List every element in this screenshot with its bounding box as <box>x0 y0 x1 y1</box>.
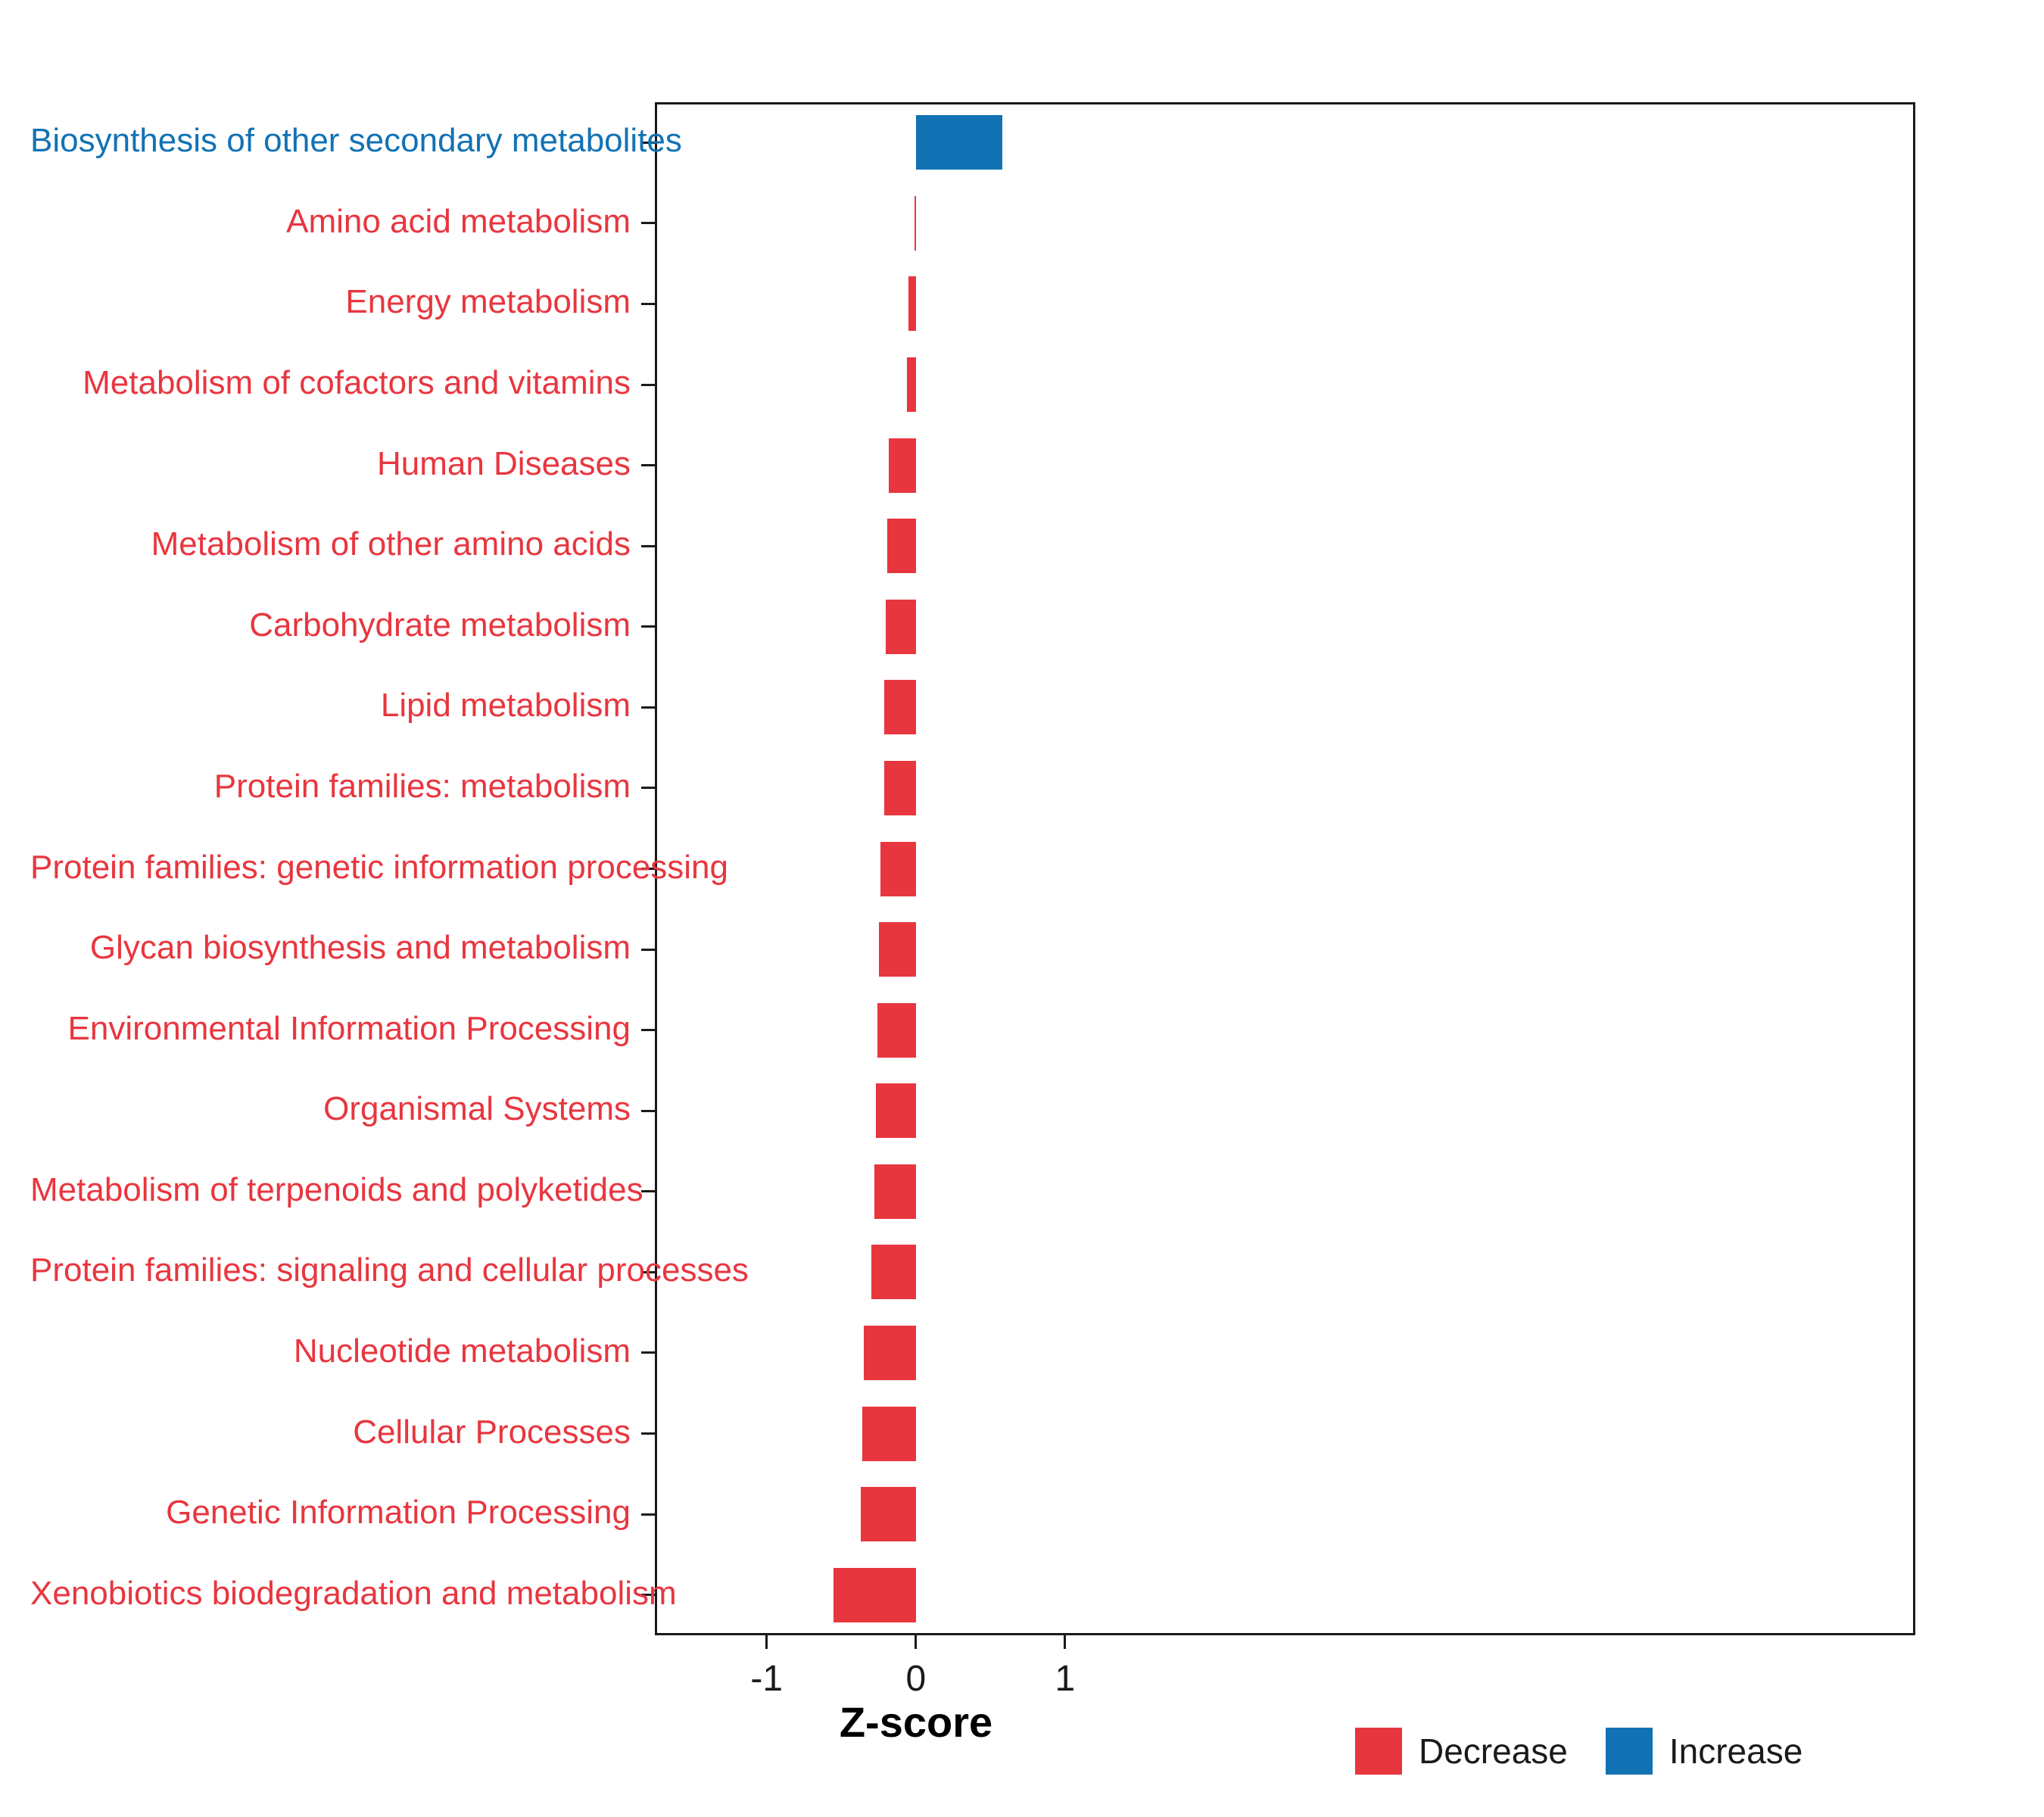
bar-11 <box>877 1002 916 1058</box>
legend-item-decrease: Decrease <box>1355 1728 1568 1775</box>
y-tick-13 <box>641 1190 655 1193</box>
y-tick-11 <box>641 1029 655 1032</box>
y-tick-8 <box>641 787 655 790</box>
bar-6 <box>886 599 916 654</box>
y-axis-label-2: Energy metabolism <box>345 283 631 321</box>
bar-8 <box>884 760 916 815</box>
bar-5 <box>887 519 916 574</box>
y-tick-6 <box>641 625 655 628</box>
bar-9 <box>880 841 916 896</box>
x-axis-title: Z-score <box>839 1698 993 1746</box>
y-axis-label-15: Nucleotide metabolism <box>293 1332 631 1370</box>
bar-2 <box>908 276 916 332</box>
plot-panel <box>655 102 1915 1635</box>
y-tick-16 <box>641 1432 655 1435</box>
y-tick-3 <box>641 383 655 386</box>
y-axis-label-9: Protein families: genetic information pr… <box>30 848 729 886</box>
legend-label-decrease: Decrease <box>1419 1731 1568 1771</box>
x-tick-label-1: 0 <box>905 1659 927 1699</box>
y-tick-12 <box>641 1109 655 1112</box>
y-axis-label-3: Metabolism of cofactors and vitamins <box>83 364 631 402</box>
y-axis-label-10: Glycan biosynthesis and metabolism <box>89 929 631 967</box>
legend-label-increase: Increase <box>1669 1731 1803 1771</box>
y-tick-7 <box>641 706 655 709</box>
y-axis-label-5: Metabolism of other amino acids <box>151 525 631 563</box>
bar-14 <box>871 1245 916 1300</box>
x-tick-2 <box>1064 1635 1067 1649</box>
y-tick-0 <box>641 141 655 144</box>
y-axis-label-12: Organismal Systems <box>323 1090 631 1128</box>
x-tick-1 <box>915 1635 918 1649</box>
bar-4 <box>889 438 916 493</box>
y-axis-label-14: Protein families: signaling and cellular… <box>30 1251 749 1289</box>
bar-0 <box>915 115 1003 170</box>
bar-15 <box>863 1325 916 1380</box>
y-axis-label-4: Human Diseases <box>376 444 631 482</box>
y-axis-label-7: Lipid metabolism <box>380 687 631 725</box>
legend: Decrease Increase <box>1355 1728 1803 1775</box>
bar-3 <box>907 357 916 413</box>
bar-18 <box>833 1567 916 1622</box>
x-tick-label-0: -1 <box>750 1659 784 1699</box>
increase-color-swatch <box>1605 1728 1653 1775</box>
y-tick-17 <box>641 1513 655 1516</box>
bar-17 <box>860 1487 916 1542</box>
bar-13 <box>874 1164 916 1219</box>
y-tick-15 <box>641 1351 655 1354</box>
y-tick-5 <box>641 544 655 547</box>
bar-16 <box>862 1406 916 1461</box>
y-axis-label-1: Amino acid metabolism <box>286 202 631 240</box>
y-tick-9 <box>641 868 655 870</box>
y-axis-label-18: Xenobiotics biodegradation and metabolis… <box>30 1574 677 1612</box>
y-tick-1 <box>641 222 655 225</box>
y-tick-18 <box>641 1594 655 1597</box>
y-tick-2 <box>641 302 655 305</box>
y-axis-label-17: Genetic Information Processing <box>166 1494 631 1532</box>
y-axis-label-16: Cellular Processes <box>353 1413 631 1451</box>
y-tick-10 <box>641 948 655 951</box>
y-axis-label-6: Carbohydrate metabolism <box>249 606 631 644</box>
legend-item-increase: Increase <box>1605 1728 1803 1775</box>
x-tick-label-2: 1 <box>1055 1659 1076 1699</box>
bar-12 <box>875 1083 916 1139</box>
bar-1 <box>914 195 916 251</box>
y-axis-label-8: Protein families: metabolism <box>213 767 631 805</box>
bar-7 <box>884 680 916 735</box>
y-axis-label-11: Environmental Information Processing <box>67 1009 631 1047</box>
x-tick-0 <box>765 1635 768 1649</box>
y-axis-label-0: Biosynthesis of other secondary metaboli… <box>30 122 682 160</box>
decrease-color-swatch <box>1355 1728 1402 1775</box>
y-tick-14 <box>641 1270 655 1273</box>
y-axis-label-13: Metabolism of terpenoids and polyketides <box>30 1170 643 1208</box>
bar-10 <box>878 922 916 977</box>
y-tick-4 <box>641 464 655 467</box>
